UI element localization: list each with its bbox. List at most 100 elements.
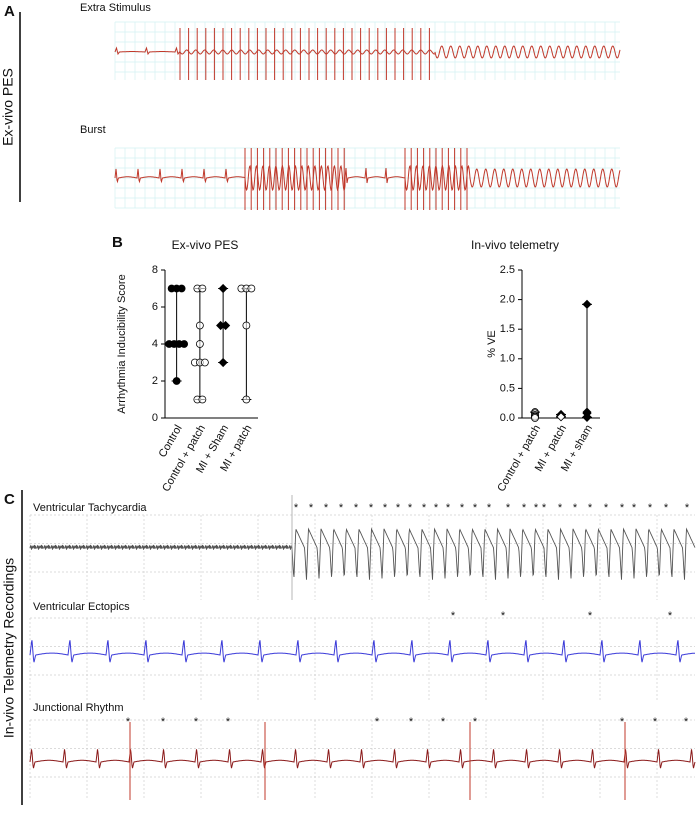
pacing-spikes (264, 722, 626, 800)
chart-title: Ex-vivo PES (172, 238, 239, 252)
event-marker: * (664, 502, 669, 514)
data-point (218, 357, 228, 368)
data-point (177, 284, 186, 293)
data-point (195, 340, 204, 348)
event-marker: * (501, 610, 506, 622)
event-marker: * (422, 502, 427, 514)
event-marker: * (648, 502, 653, 514)
data-point (172, 377, 181, 385)
event-marker: * (408, 502, 413, 514)
event-marker: * (588, 502, 593, 514)
pacing-spikes (129, 722, 471, 800)
event-marker: * (684, 716, 689, 728)
ecg-trace (114, 45, 621, 59)
trace-title: Ventricular Ectopics (33, 601, 130, 613)
event-marker: * (573, 502, 578, 514)
y-tick-label: 2.0 (500, 294, 515, 306)
event-marker: * (409, 716, 414, 728)
event-marker: * (441, 716, 446, 728)
y-tick-label: 0 (152, 412, 158, 424)
panel-label: A (4, 3, 15, 20)
y-tick-label: 8 (152, 264, 158, 276)
event-marker: * (632, 502, 637, 514)
event-marker: * (542, 502, 547, 514)
data-point (582, 299, 592, 309)
chart-title: In-vivo telemetry (471, 238, 559, 252)
event-marker: * (487, 502, 492, 514)
data-point (582, 412, 592, 422)
ecg-trace (114, 164, 621, 192)
event-marker: * (375, 716, 380, 728)
trace-title: Burst (80, 124, 106, 136)
event-marker: * (473, 502, 478, 514)
event-marker: * (161, 716, 166, 728)
y-tick-label: 2 (152, 375, 158, 387)
y-tick-label: 0.5 (500, 382, 515, 394)
event-marker: * (451, 610, 456, 622)
event-marker: * (126, 716, 131, 728)
pacing-spikes (179, 28, 430, 80)
data-point (242, 395, 251, 404)
event-marker: * (396, 502, 401, 514)
data-point (221, 320, 231, 331)
y-tick-label: 1.5 (500, 323, 515, 335)
data-point (218, 283, 228, 294)
trace-title: Junctional Rhythm (33, 702, 124, 714)
ecg-trace (29, 527, 696, 580)
y-tick-label: 0.0 (500, 412, 515, 424)
data-point (200, 358, 209, 367)
event-marker: * (369, 502, 374, 514)
event-marker: * (534, 502, 539, 514)
ecg-trace (29, 640, 695, 663)
event-marker: * (604, 502, 609, 514)
ecg-trace (29, 749, 696, 769)
event-marker: * (685, 502, 690, 514)
trace-title: Ventricular Tachycardia (33, 502, 147, 514)
data-point (242, 321, 251, 330)
data-point (556, 412, 566, 422)
trace-grid (29, 617, 695, 700)
trace-grid (114, 21, 620, 80)
event-marker: * (339, 502, 344, 514)
event-marker: * (473, 716, 478, 728)
event-marker: * (558, 502, 563, 514)
event-marker: * (506, 502, 511, 514)
pacing-spikes (404, 148, 468, 210)
side-label: Ex-vivo PES (0, 68, 16, 146)
data-point (531, 414, 539, 422)
event-marker: * (620, 502, 625, 514)
y-tick-label: 2.5 (500, 264, 515, 276)
event-marker: * (324, 502, 329, 514)
event-marker: * (383, 502, 388, 514)
data-point (180, 340, 189, 348)
y-tick-label: 4 (152, 338, 158, 350)
side-label: In-vivo Telemetry Recordings (1, 558, 17, 738)
data-point (198, 284, 207, 293)
panel-label: C (4, 491, 15, 508)
data-point (247, 284, 256, 293)
event-marker: * (226, 716, 231, 728)
y-axis-label: % VE (486, 330, 498, 358)
event-marker: * (460, 502, 465, 514)
event-marker: * (194, 716, 199, 728)
event-marker: * (354, 502, 359, 514)
x-tick-label: Control + patch (495, 423, 543, 494)
panel-label: B (112, 234, 123, 251)
trace-title: Extra Stimulus (80, 2, 151, 14)
y-tick-label: 6 (152, 301, 158, 313)
data-point (195, 321, 204, 330)
event-marker: * (653, 716, 658, 728)
data-point (198, 395, 207, 404)
event-marker: * (620, 716, 625, 728)
event-marker: * (434, 502, 439, 514)
event-marker: * (309, 502, 314, 514)
y-axis-label: Arrhythmia Inducibility Score (116, 274, 128, 413)
event-marker: * (446, 502, 451, 514)
event-marker: * (294, 502, 299, 514)
event-marker: * (522, 502, 527, 514)
y-tick-label: 1.0 (500, 353, 515, 365)
event-marker: * (668, 610, 673, 622)
trace-grid (29, 514, 695, 600)
